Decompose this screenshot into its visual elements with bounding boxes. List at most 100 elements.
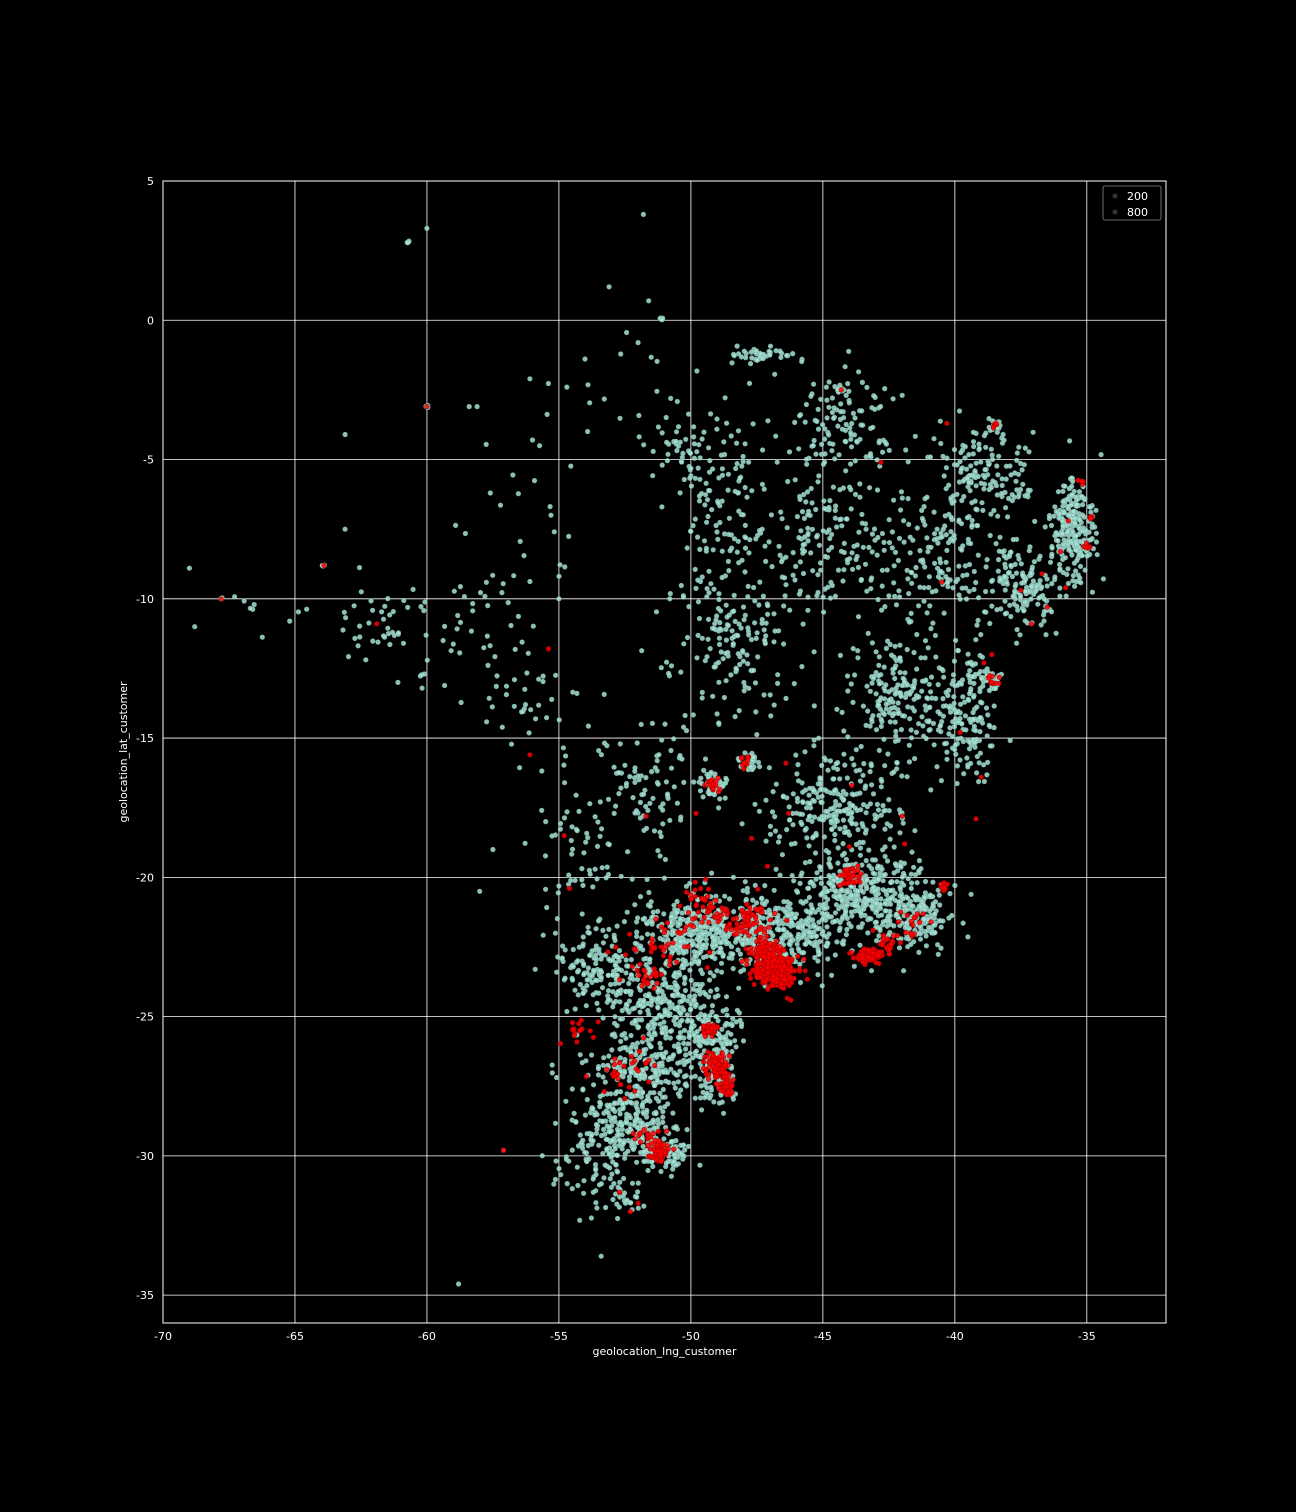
primary-point [450, 641, 456, 647]
primary-point [824, 397, 830, 403]
primary-point [759, 447, 766, 453]
primary-point [556, 717, 562, 723]
primary-point [767, 343, 774, 349]
primary-point [628, 1200, 634, 1206]
primary-point [357, 634, 363, 640]
primary-point [755, 759, 762, 766]
primary-point [875, 534, 881, 541]
primary-point [722, 1022, 728, 1029]
primary-point [639, 1120, 646, 1126]
primary-point [774, 918, 780, 925]
primary-point [1076, 489, 1082, 495]
primary-point [849, 566, 856, 572]
primary-point [592, 1161, 599, 1168]
primary-point [448, 648, 454, 654]
primary-point [458, 699, 464, 706]
primary-point [863, 810, 869, 816]
primary-point [924, 494, 930, 500]
primary-point [660, 1109, 666, 1115]
primary-point [657, 829, 663, 835]
primary-point [962, 563, 969, 569]
primary-point [601, 1175, 607, 1181]
primary-point [711, 937, 718, 943]
primary-point [1046, 515, 1052, 522]
primary-point [655, 996, 661, 1002]
primary-point [781, 932, 787, 938]
primary-point [595, 1072, 602, 1078]
primary-point [975, 778, 982, 785]
primary-point [1073, 533, 1079, 539]
primary-point [1043, 632, 1049, 638]
primary-point [697, 788, 704, 794]
primary-point [1016, 444, 1022, 450]
primary-point [715, 536, 721, 542]
primary-point [756, 602, 762, 608]
primary-point [805, 538, 811, 544]
primary-point [847, 461, 854, 467]
primary-point [885, 751, 891, 757]
primary-point [887, 917, 893, 924]
primary-point [697, 1043, 703, 1049]
primary-point [499, 724, 505, 730]
primary-point [607, 1176, 613, 1182]
primary-point [723, 420, 730, 426]
primary-point [395, 679, 401, 686]
primary-point [548, 512, 554, 518]
primary-point [874, 552, 880, 558]
primary-point [790, 351, 796, 357]
primary-point [894, 879, 900, 885]
primary-point [880, 878, 886, 884]
primary-point [630, 794, 636, 801]
primary-point [803, 805, 810, 811]
primary-point [1094, 552, 1100, 558]
primary-point [906, 619, 913, 625]
primary-point [696, 987, 703, 994]
primary-point [861, 760, 867, 767]
primary-point [681, 641, 687, 647]
primary-point [628, 1044, 634, 1051]
primary-point [654, 768, 660, 774]
primary-point [891, 769, 897, 775]
primary-point [952, 882, 958, 889]
primary-point [832, 384, 838, 390]
primary-point [719, 472, 726, 478]
primary-point [725, 622, 731, 629]
primary-point [898, 726, 905, 733]
primary-point [999, 476, 1005, 482]
primary-point [490, 572, 496, 578]
primary-point [385, 625, 391, 631]
primary-point [569, 977, 576, 983]
primary-point [655, 1005, 661, 1011]
primary-point [854, 542, 860, 548]
primary-point [907, 691, 913, 697]
primary-point [588, 1052, 595, 1058]
primary-point [733, 465, 739, 472]
primary-point [907, 716, 913, 722]
primary-point [817, 781, 824, 787]
primary-point [965, 651, 971, 657]
primary-point [967, 540, 974, 547]
primary-point [724, 614, 730, 620]
primary-point [669, 992, 676, 999]
primary-point [617, 1055, 623, 1061]
primary-point [530, 623, 536, 629]
primary-point [522, 701, 529, 708]
primary-point [617, 1119, 624, 1125]
primary-point [564, 384, 570, 390]
primary-point [770, 788, 776, 795]
primary-point [946, 705, 953, 711]
primary-point [843, 931, 850, 938]
primary-point [951, 724, 958, 730]
primary-point [674, 398, 680, 405]
primary-point [561, 815, 568, 821]
primary-point [920, 557, 926, 563]
primary-point [542, 886, 549, 892]
primary-point [588, 1215, 595, 1221]
primary-point [580, 1086, 586, 1092]
primary-point [1065, 566, 1071, 572]
primary-point [720, 953, 726, 959]
primary-point [759, 616, 765, 623]
primary-point [590, 884, 596, 890]
primary-point [772, 828, 779, 834]
